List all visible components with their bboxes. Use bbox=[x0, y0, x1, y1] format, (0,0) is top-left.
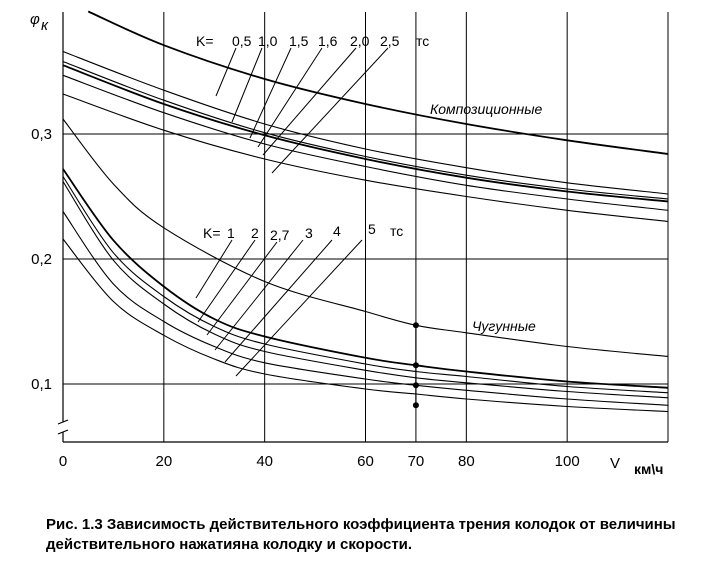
castiron-curve-k-1 bbox=[62, 118, 669, 358]
x-axis-label: V bbox=[610, 455, 620, 472]
leader-line bbox=[231, 47, 263, 123]
axis-break-mark bbox=[57, 419, 69, 425]
leader-line bbox=[224, 239, 333, 363]
data-point-marker bbox=[412, 362, 419, 369]
leader-line bbox=[214, 239, 304, 351]
y-tick-label: 0,2 bbox=[31, 251, 52, 268]
composite-curve-k-2-5 bbox=[62, 93, 669, 223]
curves bbox=[62, 10, 669, 413]
castiron-unit: тс bbox=[390, 223, 403, 239]
castiron-k-value: 2 bbox=[251, 225, 259, 241]
composite-unit: тс bbox=[416, 33, 429, 49]
grid bbox=[63, 12, 668, 442]
x-axis-unit: км\ч bbox=[634, 461, 663, 477]
x-tick-label: 100 bbox=[555, 453, 580, 470]
composite-curve-k-1-0 bbox=[62, 50, 669, 195]
leader-line bbox=[195, 239, 233, 299]
leader-line bbox=[215, 47, 237, 97]
y-axis-label: φ bbox=[30, 11, 40, 28]
x-tick-label: 80 bbox=[458, 453, 475, 470]
castiron-k-value: 3 bbox=[305, 225, 313, 241]
x-tick-label: 70 bbox=[408, 453, 425, 470]
castiron-curve-k-4 bbox=[62, 211, 669, 406]
axes bbox=[57, 12, 669, 443]
composite-k-value: 0,5 bbox=[232, 33, 252, 49]
castiron-curve-k-2-7 bbox=[62, 176, 669, 394]
leader-line bbox=[206, 241, 278, 336]
castiron-k-label: K= bbox=[203, 225, 221, 241]
castiron-k-value: 2,7 bbox=[270, 227, 290, 243]
x-tick-label: 20 bbox=[155, 453, 172, 470]
composite-curve-k-0-5 bbox=[87, 10, 669, 155]
castiron-k-value: 1 bbox=[227, 225, 235, 241]
leader-line bbox=[197, 239, 256, 323]
friction-chart: 0 20 40 60 70 80 100 0,1 0,2 0,3 φ к V км\ч K= 0,5 1,0 1… bbox=[30, 10, 669, 477]
castiron-curve-k-2 bbox=[62, 168, 669, 389]
composite-curve-k-1-6 bbox=[62, 64, 669, 203]
annotations: φ к V км\ч K= 0,5 1,0 1,5 1,6 2,0 2,5 тс Композицион… bbox=[30, 11, 663, 477]
leader-line bbox=[271, 47, 389, 174]
castiron-k-value: 5 bbox=[368, 221, 376, 237]
composite-k-value: 1,0 bbox=[258, 33, 278, 49]
castiron-curve-k-5 bbox=[62, 238, 669, 413]
axis-break-mark bbox=[57, 429, 69, 435]
x-tick-label: 60 bbox=[357, 453, 374, 470]
tick-labels: 0 20 40 60 70 80 100 0,1 0,2 0,3 bbox=[31, 126, 580, 470]
castiron-group-label: Чугунные bbox=[472, 318, 536, 334]
castiron-curve-k-3 bbox=[62, 181, 669, 399]
composite-k-value: 2,5 bbox=[380, 33, 400, 49]
composite-curve-k-2-0 bbox=[62, 74, 669, 211]
y-axis-label-subscript: к bbox=[41, 17, 49, 34]
composite-curve-k-1-5 bbox=[62, 60, 669, 200]
figure-caption: Рис. 1.3 Зависимость действительного коэ… bbox=[46, 516, 676, 553]
x-tick-label: 0 bbox=[59, 453, 67, 470]
leader-lines bbox=[195, 47, 389, 377]
data-point-marker bbox=[412, 402, 419, 409]
leader-line bbox=[262, 47, 357, 156]
composite-k-value: 1,5 bbox=[289, 33, 309, 49]
markers bbox=[412, 322, 419, 409]
y-tick-label: 0,3 bbox=[31, 126, 52, 143]
leader-line bbox=[249, 47, 292, 139]
composite-k-value: 2,0 bbox=[350, 33, 370, 49]
leader-line bbox=[257, 47, 323, 148]
castiron-k-value: 4 bbox=[333, 223, 341, 239]
composite-k-label: K= bbox=[196, 33, 214, 49]
y-tick-label: 0,1 bbox=[31, 376, 52, 393]
data-point-marker bbox=[412, 322, 419, 329]
x-tick-label: 40 bbox=[256, 453, 273, 470]
composite-k-value: 1,6 bbox=[318, 33, 338, 49]
data-point-marker bbox=[412, 382, 419, 389]
leader-line bbox=[235, 239, 363, 377]
composite-group-label: Композиционные bbox=[430, 101, 543, 117]
